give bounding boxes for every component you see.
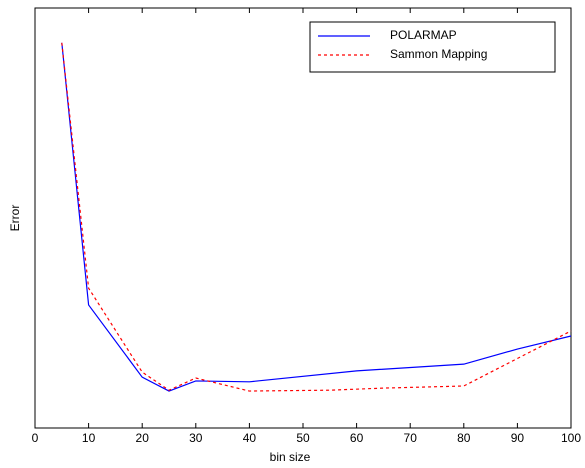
x-tick-label: 40 bbox=[243, 431, 257, 445]
legend-label: Sammon Mapping bbox=[390, 47, 487, 61]
x-axis-label: bin size bbox=[270, 450, 311, 464]
x-tick-label: 70 bbox=[404, 431, 418, 445]
data-line bbox=[61, 42, 572, 392]
x-tick-label: 60 bbox=[350, 431, 364, 445]
x-tick-label: 10 bbox=[82, 431, 96, 445]
data-line bbox=[61, 42, 572, 392]
legend-box bbox=[309, 21, 556, 73]
y-axis-label: Error bbox=[8, 205, 22, 232]
x-tick-label: 90 bbox=[511, 431, 525, 445]
x-tick-label: 100 bbox=[561, 431, 581, 445]
x-tick-label: 0 bbox=[32, 431, 39, 445]
x-tick-label: 50 bbox=[296, 431, 310, 445]
x-tick-label: 20 bbox=[136, 431, 150, 445]
x-tick-label: 30 bbox=[189, 431, 203, 445]
legend-label: POLARMAP bbox=[390, 28, 457, 42]
x-tick-label: 80 bbox=[457, 431, 471, 445]
